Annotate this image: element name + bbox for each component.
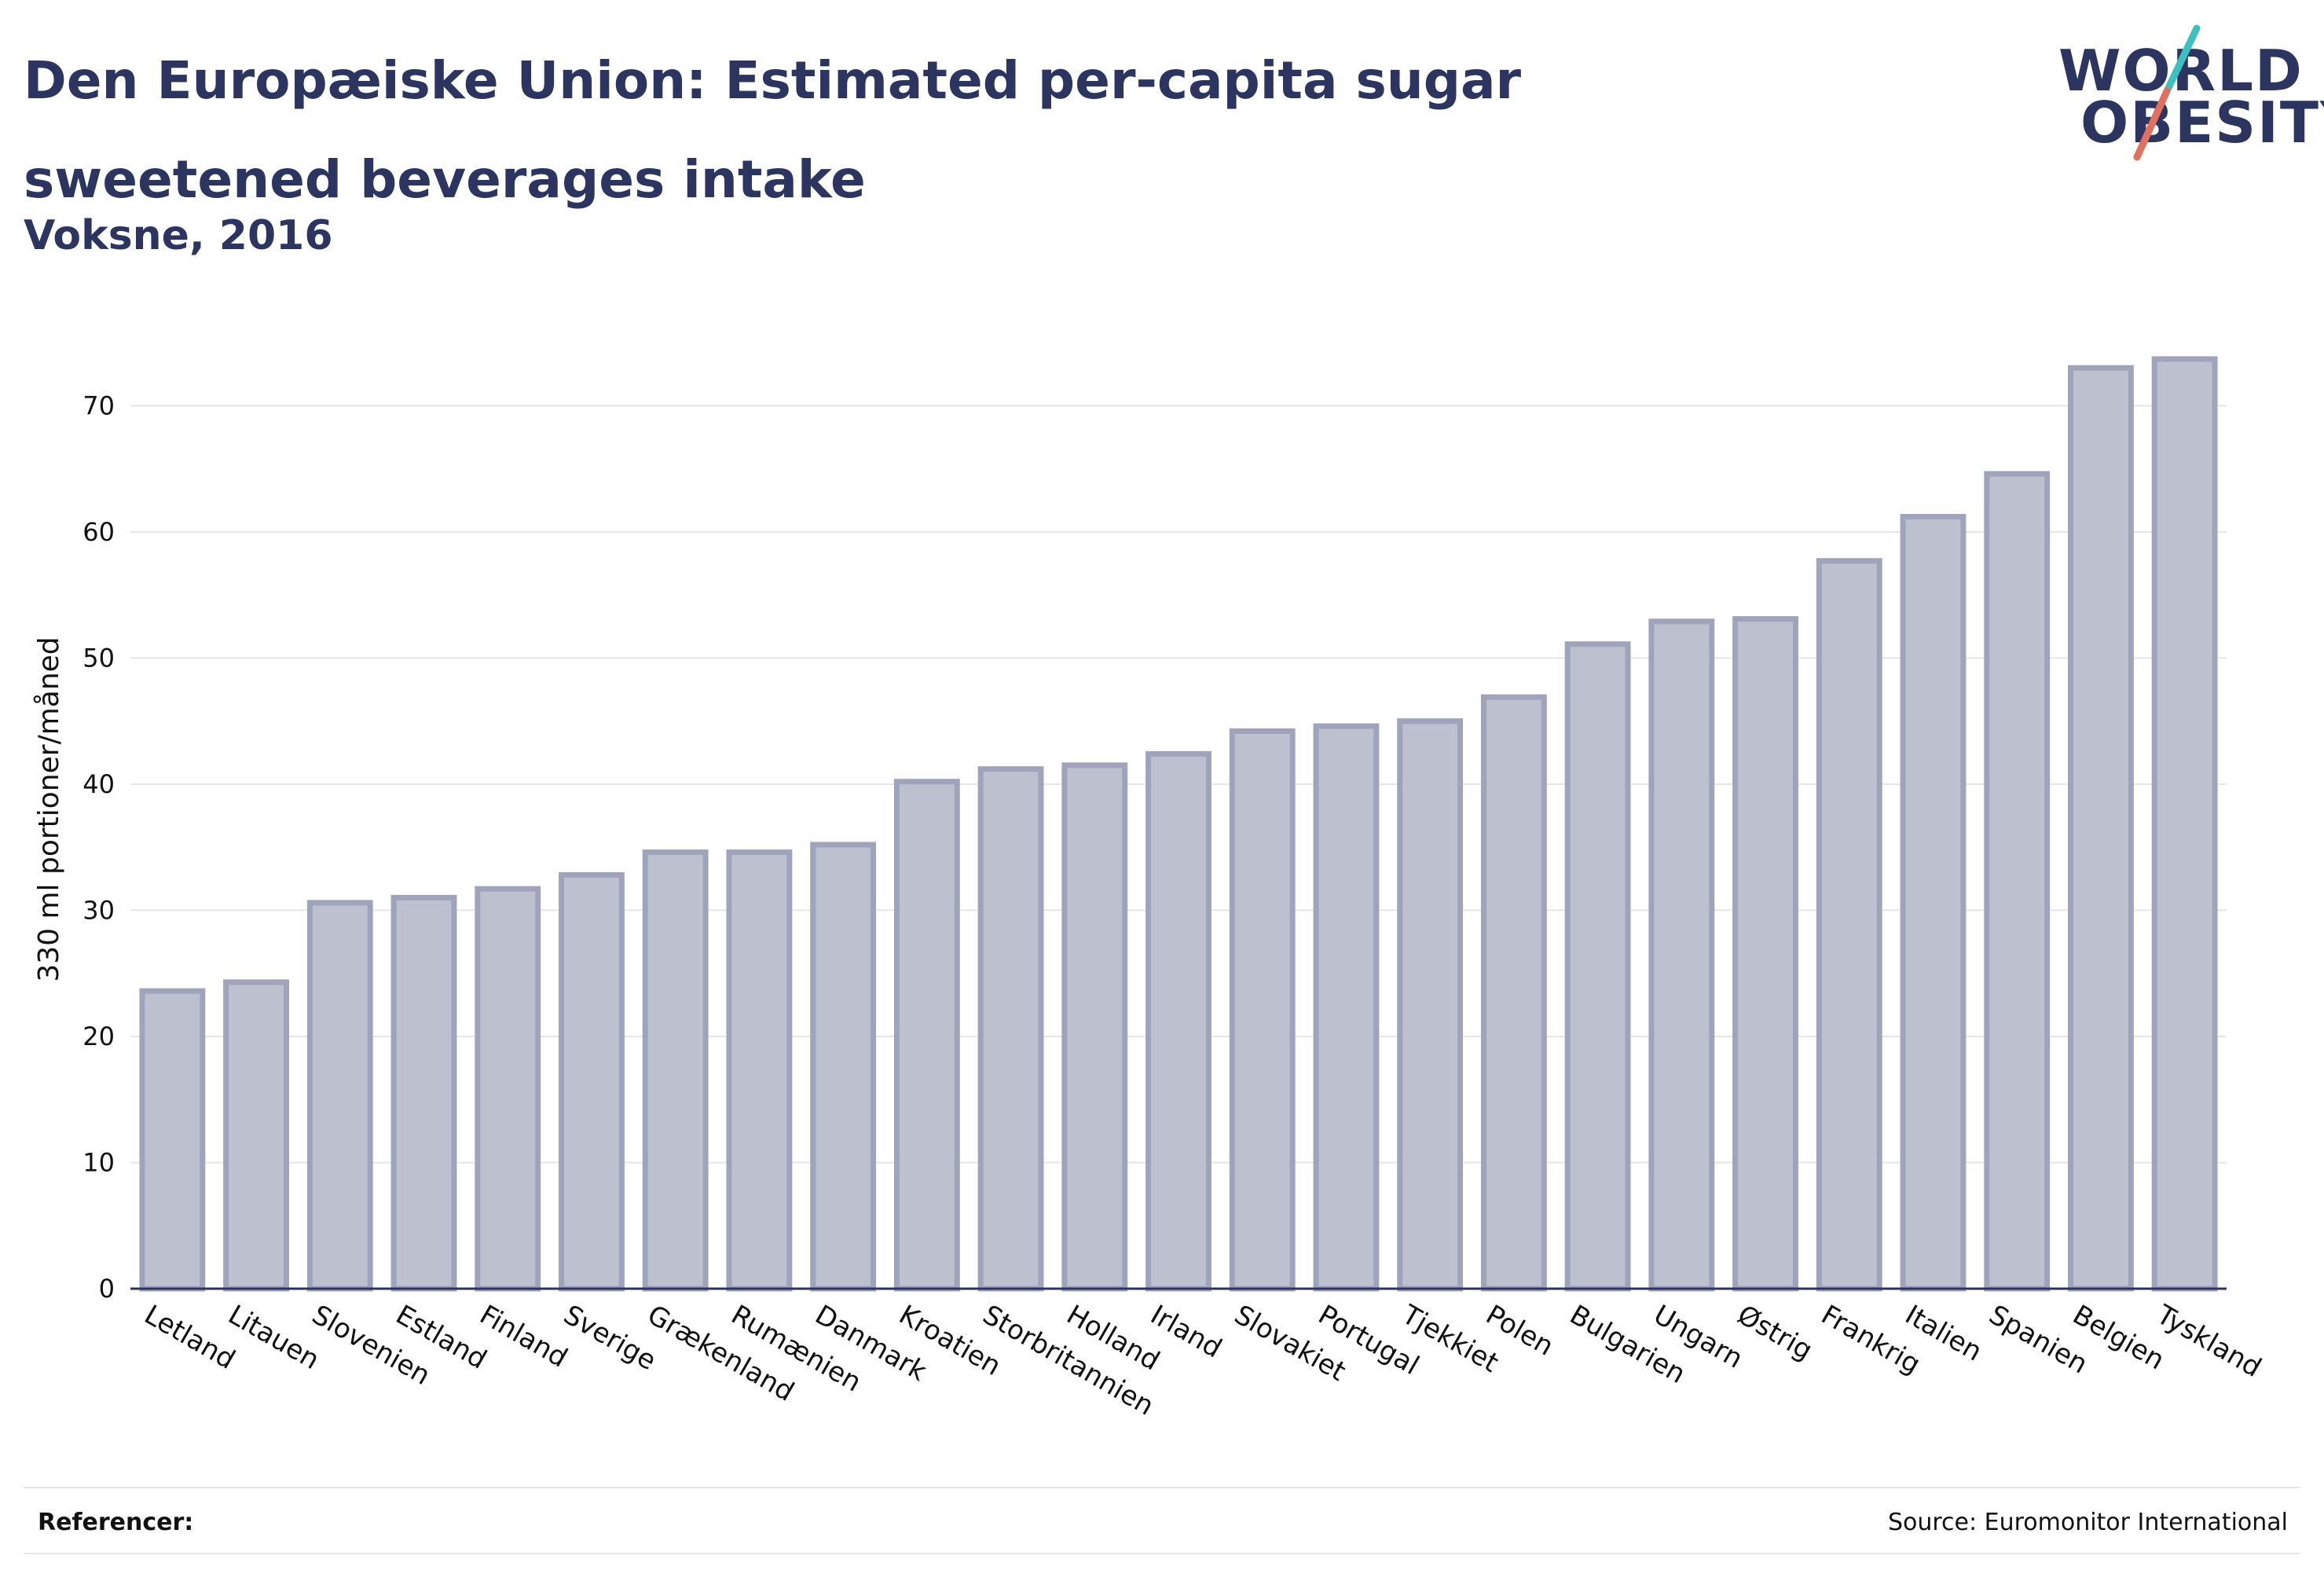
bar [1816,558,1882,1292]
bar [1229,728,1296,1292]
bar [1900,514,1967,1292]
chart-subtitle: Voksne, 2016 [24,212,333,259]
logo-line-2: OBESITY [2080,90,2324,156]
x-tick-label: Letland [139,1299,240,1376]
bar [306,900,373,1292]
bar [390,894,457,1292]
bar [1146,750,1211,1292]
bar [1732,616,1798,1292]
bar [726,849,793,1292]
bar [977,766,1044,1292]
chart-title: Den Europæiske Union: Estimated per-capi… [24,50,1522,210]
y-tick-label: 70 [82,391,115,420]
y-tick-label: 20 [82,1022,115,1051]
references-label: Referencer: [38,1509,194,1536]
bar-chart: 0 10 20 30 40 50 60 70 330 ml portioner/måned Let… [33,356,2267,1422]
bar [1313,723,1380,1292]
footer-divider-bottom [24,1553,2300,1554]
x-tick-label: Østrig [1732,1299,1818,1366]
y-tick-label: 30 [82,895,115,925]
y-tick-label: 10 [82,1147,115,1177]
y-tick-label: 0 [99,1274,115,1304]
bar [559,871,625,1292]
world-obesity-logo: WORLD OBESITY [2043,24,2324,165]
bar [2151,356,2218,1292]
x-tick-label: Sverige [558,1299,661,1377]
y-axis-label: 330 ml portioner/måned [33,636,65,981]
y-tick-label: 50 [82,643,115,673]
bar [642,849,709,1292]
bar [475,886,541,1292]
source-note: Source: Euromonitor International [1887,1509,2288,1536]
bar [2068,365,2134,1292]
x-tick-label: Litauen [223,1299,325,1376]
bar [139,988,206,1292]
logo-slash-icon [2133,24,2201,161]
bar [1061,762,1128,1292]
bar [1984,471,2051,1292]
bar [1648,618,1715,1292]
bar [1480,694,1547,1292]
bar [810,842,877,1292]
bar [1564,641,1631,1292]
bar [1397,718,1464,1292]
bar [893,779,960,1292]
x-tick-label: Finland [475,1299,573,1374]
footer-divider-top [24,1487,2300,1488]
y-tick-label: 60 [82,517,115,547]
bar [223,979,289,1292]
x-tick-label: Tyskland [2150,1299,2267,1384]
y-tick-label: 40 [82,769,115,799]
